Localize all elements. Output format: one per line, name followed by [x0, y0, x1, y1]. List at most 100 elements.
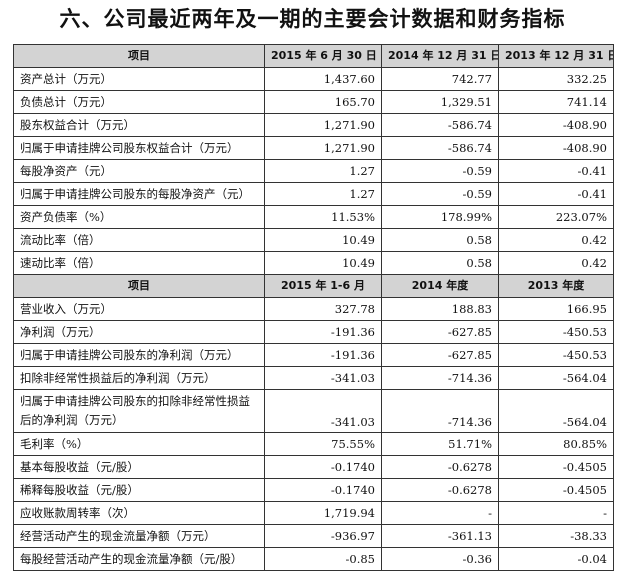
row-label: 流动比率（倍）: [13, 228, 265, 252]
cell-value: -361.13: [381, 524, 499, 548]
table-row: 每股经营活动产生的现金流量净额（元/股） -0.85 -0.36 -0.04: [13, 547, 614, 571]
table-row: 毛利率（%） 75.55% 51.71% 80.85%: [13, 432, 614, 456]
table-row: 基本每股收益（元/股） -0.1740 -0.6278 -0.4505: [13, 455, 614, 479]
cell-value: 223.07%: [498, 205, 614, 229]
cell-value: -408.90: [498, 113, 614, 137]
cell-value: -586.74: [381, 113, 499, 137]
cell-value: 11.53%: [264, 205, 382, 229]
column-header-period: 2014 年 12 月 31 日: [381, 44, 499, 68]
cell-value: -0.04: [498, 547, 614, 571]
cell-value: -564.04: [498, 366, 614, 390]
cell-value: -0.41: [498, 182, 614, 206]
cell-value: 1.27: [264, 182, 382, 206]
cell-value: 10.49: [264, 251, 382, 275]
table-row: 速动比率（倍） 10.49 0.58 0.42: [13, 251, 614, 275]
cell-value: -627.85: [381, 343, 499, 367]
section1-header-row: 项目 2015 年 6 月 30 日 2014 年 12 月 31 日 2013 年 …: [13, 44, 614, 68]
cell-value: 1,271.90: [264, 113, 382, 137]
cell-value: -0.1740: [264, 478, 382, 502]
cell-value: 0.58: [381, 228, 499, 252]
row-label: 基本每股收益（元/股）: [13, 455, 265, 479]
column-header-period: 2013 年度: [498, 274, 614, 298]
row-label: 股东权益合计（万元）: [13, 113, 265, 137]
section2-header-row: 项目 2015 年 1-6 月 2014 年度 2013 年度: [13, 274, 614, 298]
cell-value: 0.42: [498, 251, 614, 275]
row-label: 归属于申请挂牌公司股东的扣除非经常性损益后的净利润（万元）: [13, 389, 265, 433]
cell-value: -450.53: [498, 343, 614, 367]
cell-value: -408.90: [498, 136, 614, 160]
cell-value: 178.99%: [381, 205, 499, 229]
cell-value: -714.36: [381, 366, 499, 390]
column-header-period: 2015 年 6 月 30 日: [264, 44, 382, 68]
row-label: 每股经营活动产生的现金流量净额（元/股）: [13, 547, 265, 571]
table-row: 流动比率（倍） 10.49 0.58 0.42: [13, 228, 614, 252]
cell-value: -191.36: [264, 343, 382, 367]
cell-value: -0.41: [498, 159, 614, 183]
table-row: 扣除非经常性损益后的净利润（万元） -341.03 -714.36 -564.04: [13, 366, 614, 390]
cell-value: 0.58: [381, 251, 499, 275]
cell-value: 75.55%: [264, 432, 382, 456]
row-label: 归属于申请挂牌公司股东的每股净资产（元）: [13, 182, 265, 206]
row-label: 速动比率（倍）: [13, 251, 265, 275]
row-label: 每股净资产（元）: [13, 159, 265, 183]
cell-value: -38.33: [498, 524, 614, 548]
row-label: 资产总计（万元）: [13, 67, 265, 91]
cell-value: -0.4505: [498, 455, 614, 479]
table-row: 归属于申请挂牌公司股东的净利润（万元） -191.36 -627.85 -450.53: [13, 343, 614, 367]
cell-value: 332.25: [498, 67, 614, 91]
cell-value: 51.71%: [381, 432, 499, 456]
cell-value: -936.97: [264, 524, 382, 548]
cell-value: -450.53: [498, 320, 614, 344]
table-row: 归属于申请挂牌公司股东的每股净资产（元） 1.27 -0.59 -0.41: [13, 182, 614, 206]
column-header-item: 项目: [13, 44, 265, 68]
row-label: 经营活动产生的现金流量净额（万元）: [13, 524, 265, 548]
table-row: 股东权益合计（万元） 1,271.90 -586.74 -408.90: [13, 113, 614, 137]
table-row: 负债总计（万元） 165.70 1,329.51 741.14: [13, 90, 614, 114]
column-header-period: 2013 年 12 月 31 日: [498, 44, 614, 68]
column-header-item: 项目: [13, 274, 265, 298]
row-label: 应收账款周转率（次）: [13, 501, 265, 525]
cell-value: -: [498, 501, 614, 525]
column-header-period: 2014 年度: [381, 274, 499, 298]
table-row: 净利润（万元） -191.36 -627.85 -450.53: [13, 320, 614, 344]
cell-value: 1,719.94: [264, 501, 382, 525]
cell-value: -0.4505: [498, 478, 614, 502]
cell-value: 188.83: [381, 297, 499, 321]
table-row: 稀释每股收益（元/股） -0.1740 -0.6278 -0.4505: [13, 478, 614, 502]
cell-value: -627.85: [381, 320, 499, 344]
cell-value: -0.6278: [381, 455, 499, 479]
row-label: 稀释每股收益（元/股）: [13, 478, 265, 502]
cell-value: -0.6278: [381, 478, 499, 502]
cell-value: 166.95: [498, 297, 614, 321]
table-row: 每股净资产（元） 1.27 -0.59 -0.41: [13, 159, 614, 183]
row-label: 营业收入（万元）: [13, 297, 265, 321]
row-label: 归属于申请挂牌公司股东的净利润（万元）: [13, 343, 265, 367]
table-row: 应收账款周转率（次） 1,719.94- -: [13, 501, 614, 525]
table-row: 资产负债率（%） 11.53% 178.99% 223.07%: [13, 205, 614, 229]
cell-value: 0.42: [498, 228, 614, 252]
cell-value: 80.85%: [498, 432, 614, 456]
cell-value: -714.36: [381, 389, 499, 433]
cell-value: -341.03: [264, 389, 382, 433]
row-label: 负债总计（万元）: [13, 90, 265, 114]
cell-value: 1,437.60: [264, 67, 382, 91]
cell-value: -0.1740: [264, 455, 382, 479]
cell-value: 1.27: [264, 159, 382, 183]
cell-value: -191.36: [264, 320, 382, 344]
table-row: 资产总计（万元） 1,437.60 742.77 332.25: [13, 67, 614, 91]
page-title: 六、公司最近两年及一期的主要会计数据和财务指标: [59, 7, 566, 31]
cell-value: -341.03: [264, 366, 382, 390]
column-header-period: 2015 年 1-6 月: [264, 274, 382, 298]
row-label: 净利润（万元）: [13, 320, 265, 344]
cell-value: 1,329.51: [381, 90, 499, 114]
cell-value: -0.59: [381, 159, 499, 183]
cell-value: 10.49: [264, 228, 382, 252]
cell-value: -0.59: [381, 182, 499, 206]
cell-value: 1,271.90: [264, 136, 382, 160]
cell-value: -564.04: [498, 389, 614, 433]
cell-value: -0.85: [264, 547, 382, 571]
cell-value: 327.78: [264, 297, 382, 321]
table-row: 营业收入（万元） 327.78 188.83 166.95: [13, 297, 614, 321]
cell-value: 165.70: [264, 90, 382, 114]
table-row: 经营活动产生的现金流量净额（万元） -936.97 -361.13 -38.33: [13, 524, 614, 548]
